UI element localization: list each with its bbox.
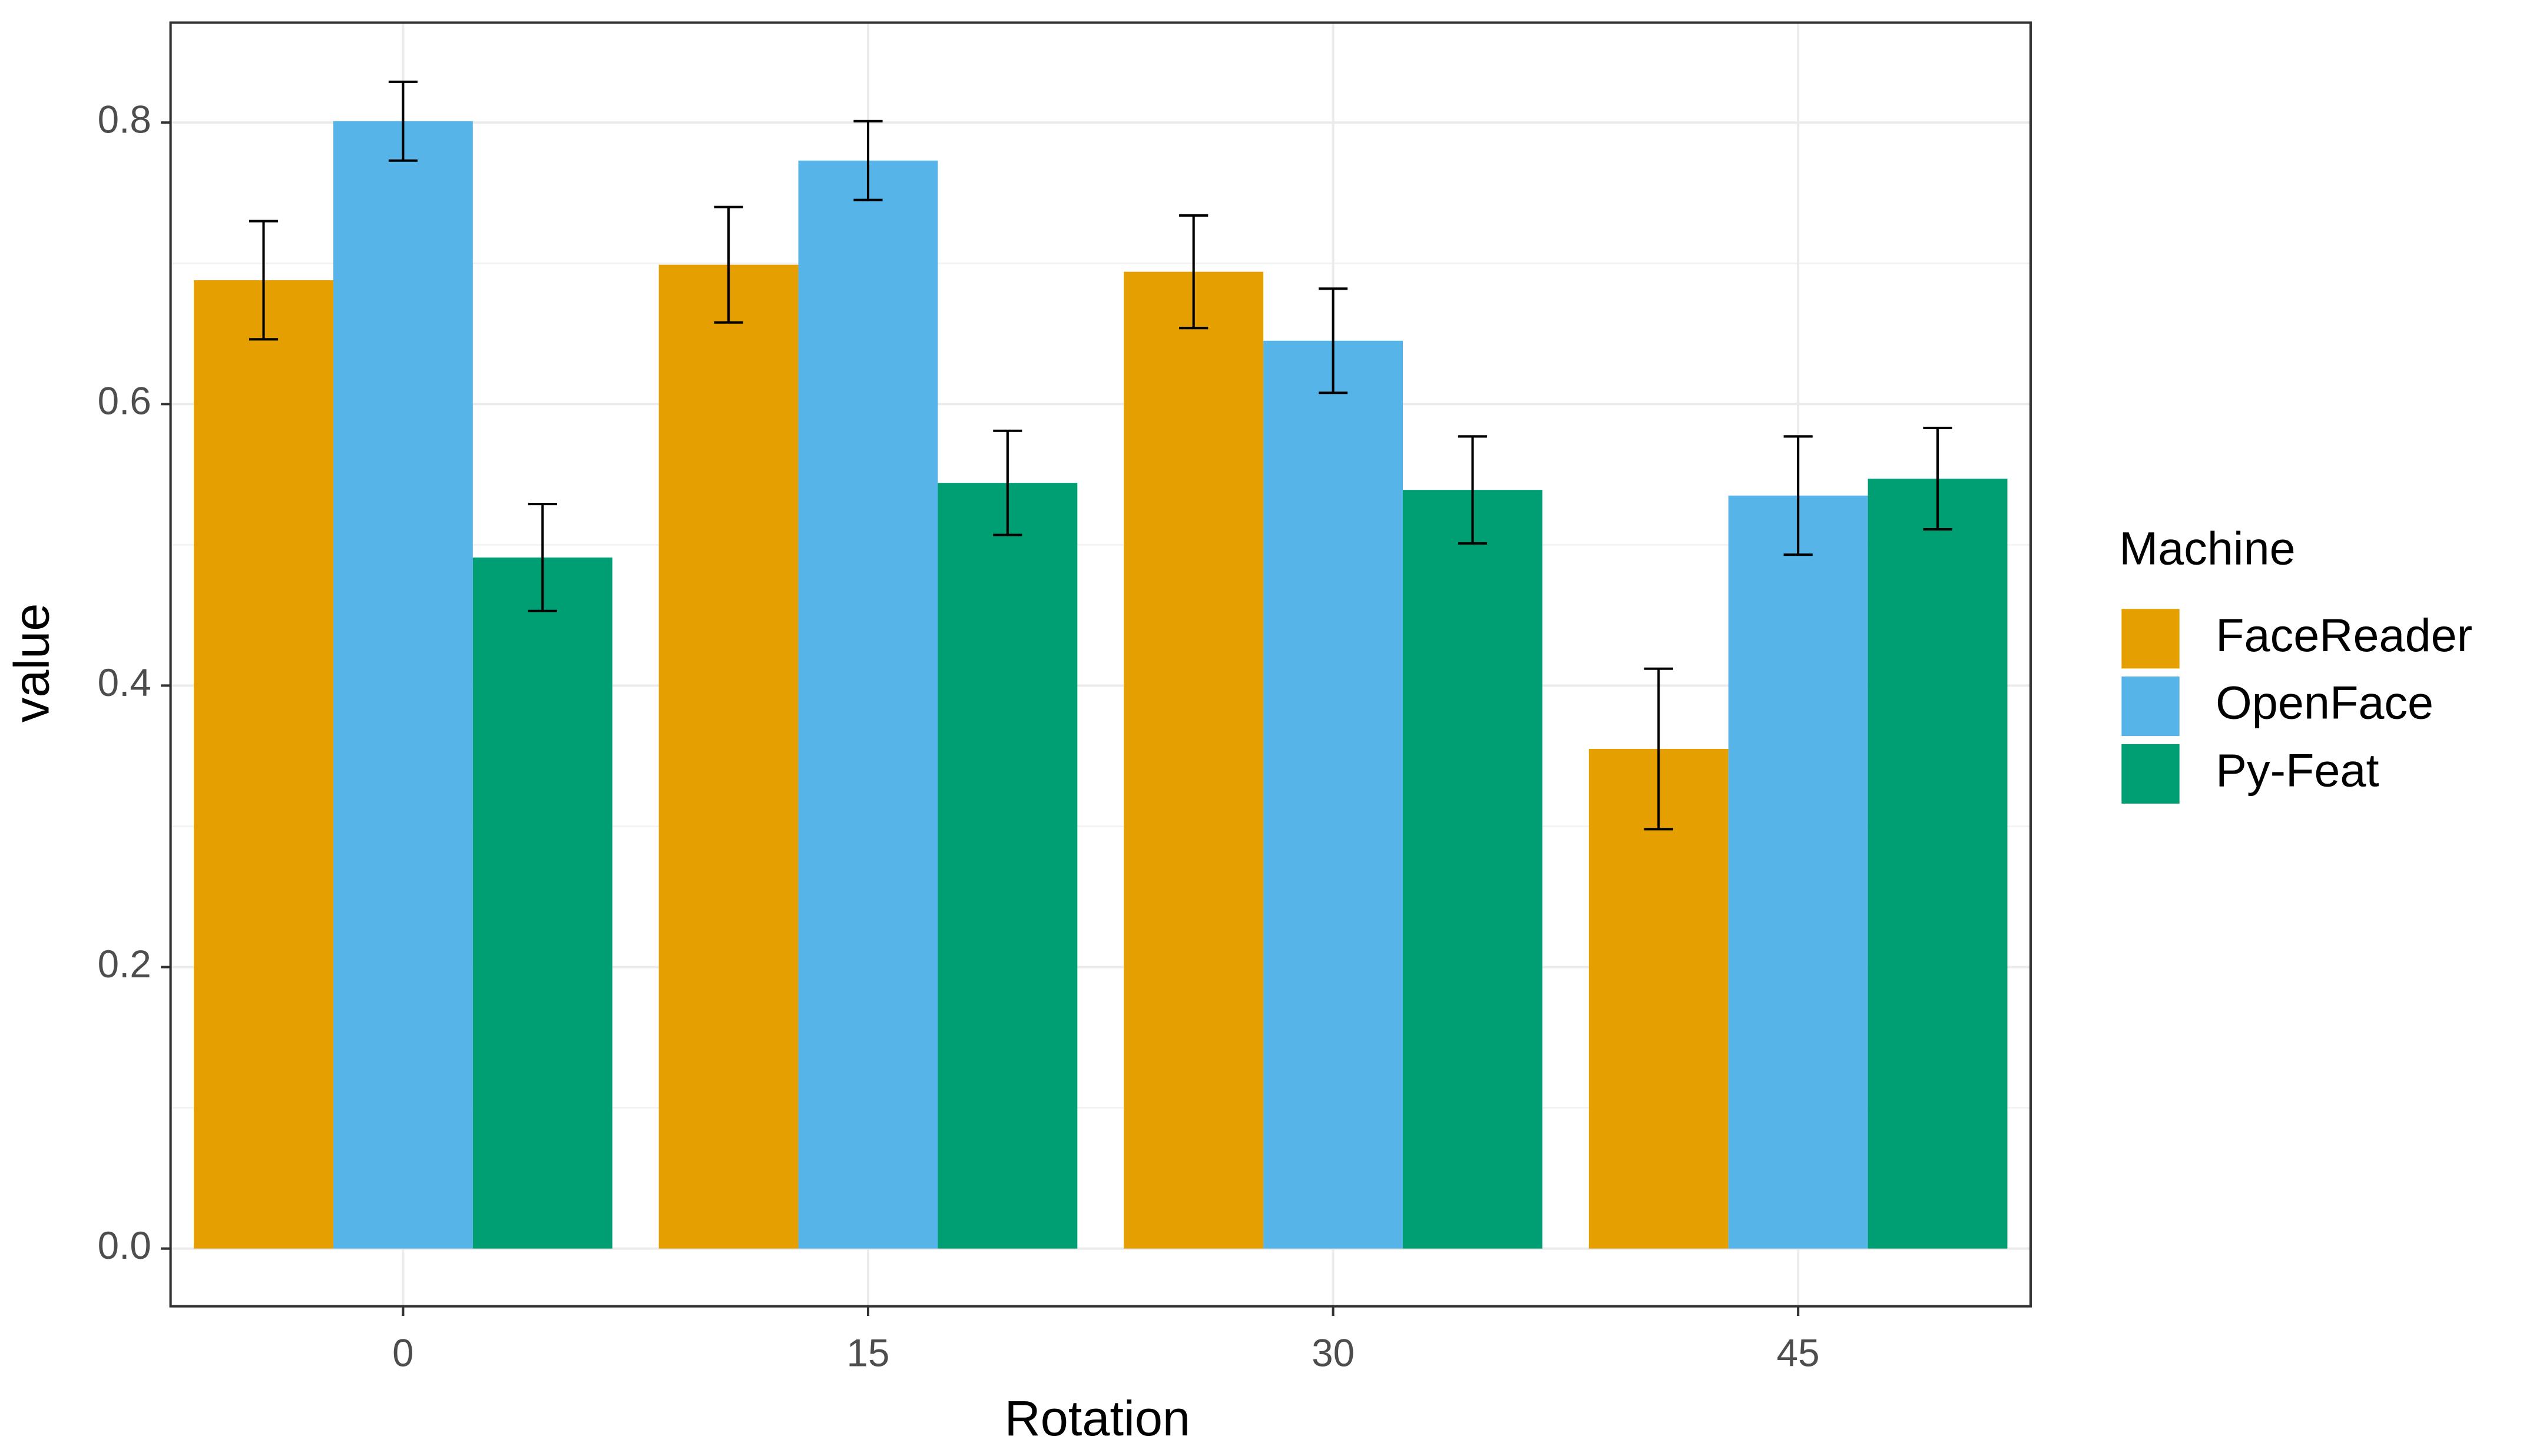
y-tick-label: 0.4: [98, 661, 151, 704]
bar: [1263, 340, 1403, 1249]
bar: [1728, 495, 1868, 1249]
bar: [1124, 271, 1264, 1249]
bar: [1403, 490, 1542, 1249]
legend-label: Py-Feat: [2216, 744, 2379, 796]
bar: [333, 121, 473, 1249]
panel-border: [169, 21, 2032, 1308]
y-tick-label: 0.8: [98, 98, 151, 141]
error-bar: [853, 120, 883, 201]
x-axis-title: Rotation: [1005, 1390, 1190, 1446]
error-bar: [1458, 435, 1488, 545]
bar: [658, 264, 799, 1249]
error-bar: [528, 503, 557, 612]
legend-title: Machine: [2119, 522, 2295, 574]
error-bar: [249, 220, 279, 341]
error-bar: [1783, 435, 1813, 556]
bar: [472, 557, 612, 1249]
legend-label: OpenFace: [2216, 676, 2433, 729]
y-tick-label: 0.6: [98, 380, 151, 423]
y-tick-label: 0.0: [98, 1224, 151, 1267]
x-tick-label: 15: [847, 1332, 890, 1375]
bar: [194, 280, 333, 1249]
legend-label: FaceReader: [2216, 609, 2472, 661]
x-tick-label: 45: [1777, 1332, 1820, 1375]
bar: [1868, 479, 2008, 1249]
y-tick-label: 0.2: [98, 943, 151, 986]
error-bar: [388, 80, 418, 162]
x-tick-label: 0: [392, 1332, 413, 1375]
bar: [1588, 749, 1729, 1249]
error-bar: [714, 205, 743, 324]
error-bar: [1179, 214, 1208, 330]
y-axis-title: value: [3, 603, 59, 722]
legend-key: [2120, 607, 2181, 671]
legend-key: [2120, 742, 2181, 805]
error-bar: [1318, 287, 1348, 394]
plot-area: 0.0 0.2 0.4 0.6 0.8 0 15 30 45: [98, 21, 2032, 1375]
error-bar: [1923, 426, 1952, 531]
bar: [938, 483, 1078, 1249]
error-bar: [1644, 667, 1673, 831]
legend-key: [2120, 675, 2181, 738]
x-tick-label: 30: [1312, 1332, 1355, 1375]
bar: [798, 160, 938, 1249]
error-bar: [993, 429, 1022, 536]
